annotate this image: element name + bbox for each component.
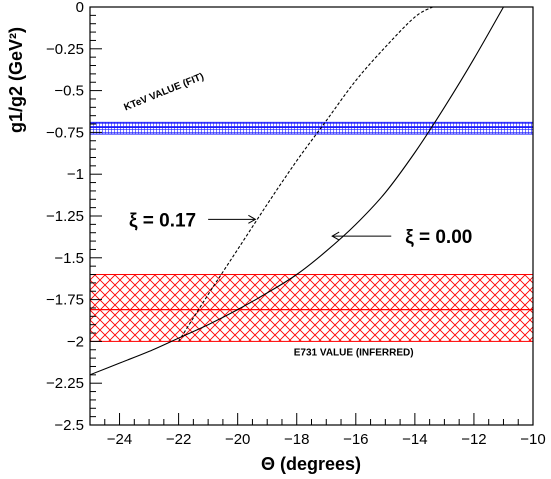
ktev-band-label: KTeV VALUE (FIT)	[122, 71, 205, 113]
y-tick-label: −1	[67, 166, 84, 183]
band-ktev	[90, 121, 533, 135]
series-lines	[90, 7, 504, 376]
y-tick-label: −1.75	[46, 292, 84, 309]
arrow-head	[331, 231, 340, 241]
y-tick-label: −2.25	[46, 375, 84, 392]
arrow-head	[248, 214, 257, 224]
annotation-xi-0-00: ξ = 0.00	[405, 227, 472, 248]
y-tick-label: −1.5	[54, 250, 84, 267]
x-tick-label: −14	[402, 431, 427, 448]
x-tick-label: −24	[107, 431, 132, 448]
x-axis-title: Θ (degrees)	[261, 454, 361, 474]
y-tick-label: −0.25	[46, 41, 84, 58]
x-tick-label: −18	[284, 431, 309, 448]
y-tick-label: −0.75	[46, 124, 84, 141]
series-line-xi-0-17	[178, 7, 433, 342]
x-tick-label: −22	[166, 431, 191, 448]
y-tick-label: −0.5	[54, 83, 84, 100]
band-e731	[90, 274, 533, 342]
e731-band-label: E731 VALUE (INFERRED)	[294, 347, 414, 358]
x-tick-label: −10	[520, 431, 545, 448]
annotation-xi-0-17: ξ = 0.17	[129, 210, 196, 231]
bands	[90, 121, 533, 342]
y-tick-label: −2.5	[54, 417, 84, 434]
y-tick-label: −1.25	[46, 208, 84, 225]
y-tick-label: −2	[67, 333, 84, 350]
y-axis-title: g1/g2 (GeV²)	[6, 27, 26, 133]
x-tick-label: −12	[461, 431, 486, 448]
y-tick-label: 0	[76, 0, 84, 16]
series-line-xi-0-00	[90, 7, 504, 376]
x-tick-label: −20	[225, 431, 250, 448]
axis-ticks: −24 −22 −20 −18 −16 −14 −12 −10 0 −0.25 −0.5 −0.75 −…	[46, 0, 546, 448]
x-tick-label: −16	[343, 431, 368, 448]
